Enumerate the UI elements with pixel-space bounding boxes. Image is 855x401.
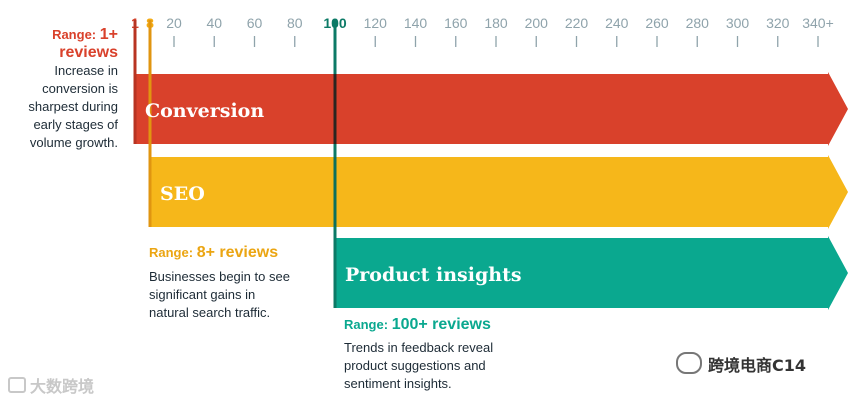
seo-desc-line: significant gains in: [149, 287, 256, 302]
tick-label: 280: [686, 15, 710, 31]
seo-annotation: Range: 8+ reviews Businesses begin to se…: [149, 244, 329, 322]
product-insights-range: Range: 100+ reviews: [344, 316, 544, 334]
seo-desc-line: Businesses begin to see: [149, 269, 290, 284]
band-label-seo: SEO: [160, 183, 205, 205]
tick-label: 140: [404, 15, 428, 31]
seo-range-label: Range:: [149, 245, 194, 260]
watermark-left: 大数跨境: [8, 373, 94, 397]
tick-label: 320: [766, 15, 790, 31]
seo-desc-line: natural search traffic.: [149, 305, 271, 320]
band-product-insights: [335, 236, 848, 310]
conversion-annotation: Range: 1+ reviews Increase in conversion…: [2, 26, 118, 152]
tick-label: 340+: [802, 15, 834, 31]
seo-range: Range: 8+ reviews: [149, 244, 329, 262]
tick-label: 220: [565, 15, 589, 31]
product-insights-desc-line: product suggestions and: [344, 358, 486, 373]
tick-label: 300: [726, 15, 750, 31]
tick-label: 120: [364, 15, 388, 31]
camera-icon: [8, 377, 26, 393]
band-label-conversion: Conversion: [145, 100, 264, 122]
conversion-range: Range: 1+ reviews: [2, 26, 118, 62]
tick-label: 20: [166, 15, 182, 31]
conversion-desc-line: Increase in: [54, 63, 118, 78]
product-insights-range-value: 100+ reviews: [391, 316, 491, 333]
tick-label: 160: [444, 15, 468, 31]
band-conversion: [135, 72, 848, 146]
watermark-right-text: 跨境电商C14: [708, 356, 807, 375]
wechat-icon: [676, 352, 702, 374]
conversion-desc-line: sharpest during: [28, 99, 118, 114]
conversion-range-label: Range:: [52, 27, 97, 42]
tick-label: 40: [206, 15, 222, 31]
seo-range-value: 8+ reviews: [196, 244, 279, 261]
band-seo: [150, 155, 848, 229]
product-insights-range-label: Range:: [344, 317, 389, 332]
band-label-product-insights: Product insights: [345, 264, 522, 286]
tick-label: 200: [525, 15, 549, 31]
product-insights-desc-line: Trends in feedback reveal: [344, 340, 494, 355]
conversion-desc-line: volume growth.: [29, 135, 118, 150]
watermark-right: 跨境电商C14: [676, 352, 806, 376]
tick-label: 80: [287, 15, 303, 31]
tick-label: 180: [484, 15, 508, 31]
tick-label: 260: [645, 15, 669, 31]
product-insights-desc-line: sentiment insights.: [344, 376, 452, 391]
conversion-desc-line: early stages of: [33, 117, 118, 132]
watermark-left-text: 大数跨境: [30, 377, 95, 396]
tick-label: 240: [605, 15, 629, 31]
tick-label: 60: [247, 15, 263, 31]
conversion-range-value: 1+ reviews: [59, 26, 118, 61]
conversion-desc-line: conversion is: [42, 81, 118, 96]
product-insights-annotation: Range: 100+ reviews Trends in feedback r…: [344, 316, 544, 393]
